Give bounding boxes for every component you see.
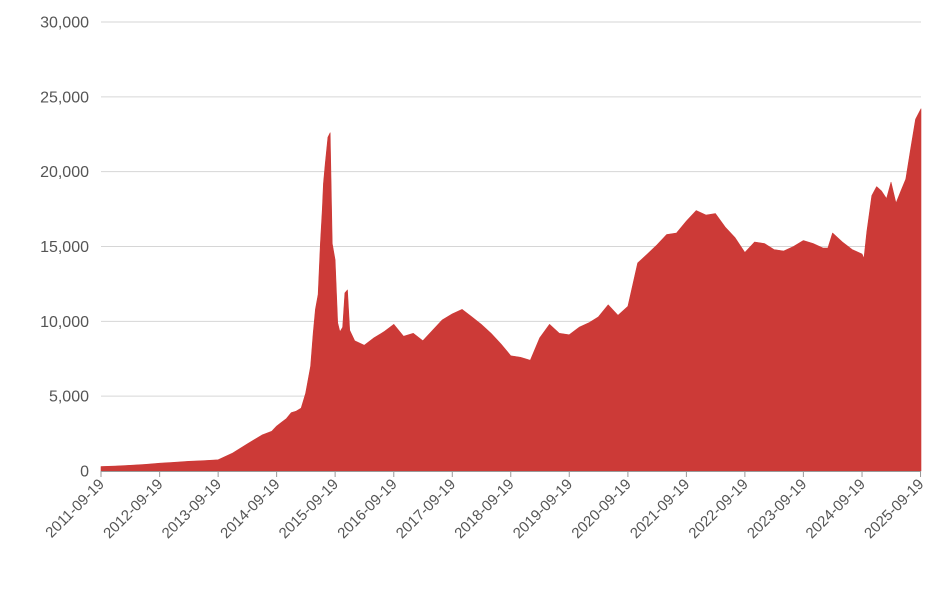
y-tick-label: 15,000	[40, 239, 89, 256]
y-tick-label: 10,000	[40, 314, 89, 331]
x-tick-label: 2014-09-19	[217, 476, 283, 542]
chart-area-series	[100, 108, 922, 472]
area-series	[100, 108, 922, 472]
x-tick-label: 2015-09-19	[276, 476, 342, 542]
x-axis	[100, 471, 922, 477]
x-tick-label: 2021-09-19	[627, 476, 693, 542]
y-tick-label: 25,000	[40, 89, 89, 106]
y-tick-label: 0	[80, 464, 89, 481]
x-tick-label: 2013-09-19	[159, 476, 225, 542]
x-tick-label: 2012-09-19	[100, 476, 166, 542]
y-axis-tick-labels: 0 5,000 10,000 15,000 20,000 25,000 30,000	[40, 15, 89, 481]
x-tick-label: 2023-09-19	[744, 476, 810, 542]
x-tick-label: 2022-09-19	[685, 476, 751, 542]
x-axis-tick-labels: 2011-09-192012-09-192013-09-192014-09-19…	[42, 476, 927, 542]
x-tick-label: 2025-09-19	[861, 476, 927, 542]
x-tick-label: 2024-09-19	[803, 476, 869, 542]
y-tick-label: 20,000	[40, 164, 89, 181]
y-tick-label: 5,000	[49, 389, 89, 406]
x-tick-label: 2020-09-19	[568, 476, 634, 542]
x-tick-label: 2016-09-19	[334, 476, 400, 542]
x-tick-label: 2011-09-19	[42, 476, 107, 541]
x-tick-label: 2019-09-19	[510, 476, 576, 542]
y-tick-label: 30,000	[40, 15, 89, 32]
x-tick-label: 2018-09-19	[451, 476, 517, 542]
x-tick-label: 2017-09-19	[393, 476, 459, 542]
